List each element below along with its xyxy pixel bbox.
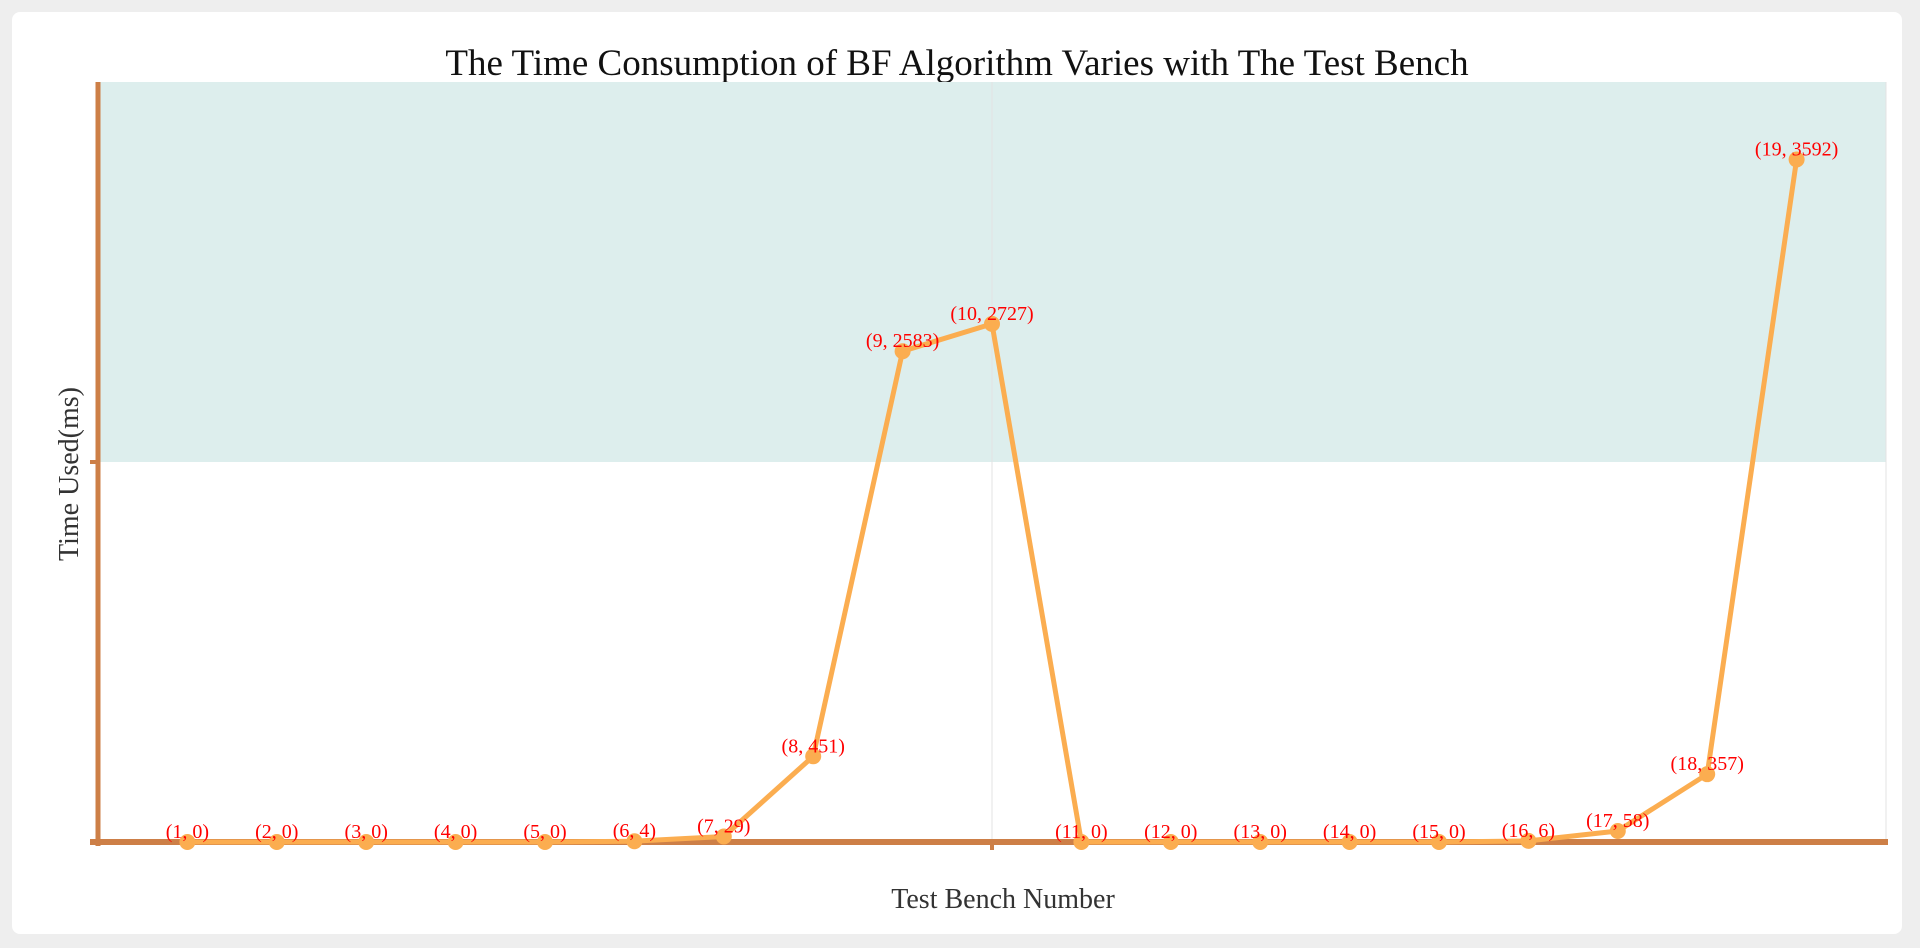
data-label: (2, 0) <box>255 821 298 843</box>
data-point <box>447 834 464 850</box>
data-label: (18, 357) <box>1671 753 1744 775</box>
data-label: (8, 451) <box>782 735 845 757</box>
data-label: (13, 0) <box>1234 821 1287 843</box>
data-label: (4, 0) <box>434 821 477 843</box>
data-label: (5, 0) <box>523 821 566 843</box>
data-point <box>537 834 553 850</box>
data-point <box>1520 832 1537 849</box>
data-point <box>1788 151 1805 168</box>
chart-title: The Time Consumption of BF Algorithm Var… <box>445 43 1469 84</box>
data-label: (14, 0) <box>1323 821 1376 843</box>
data-point <box>179 834 196 850</box>
data-label: (1, 0) <box>166 821 209 843</box>
data-point <box>1431 834 1447 850</box>
data-point <box>626 833 643 850</box>
data-point <box>715 828 732 845</box>
data-label: (19, 3592) <box>1755 139 1838 161</box>
data-label: (16, 6) <box>1502 820 1555 842</box>
data-label: (11, 0) <box>1055 821 1108 843</box>
data-point <box>1699 766 1716 783</box>
data-point <box>894 343 911 360</box>
data-label: (10, 2727) <box>950 303 1033 325</box>
data-point <box>1341 834 1358 850</box>
data-label: (7, 29) <box>697 815 750 837</box>
data-point <box>1162 834 1179 850</box>
data-label: (12, 0) <box>1144 821 1197 843</box>
x-axis-label: Test Bench Number <box>891 884 1115 915</box>
data-label: (6, 4) <box>613 820 656 842</box>
data-point <box>805 748 822 765</box>
data-point <box>984 315 1000 332</box>
data-label: (15, 0) <box>1412 821 1465 843</box>
data-point <box>1252 834 1269 850</box>
data-point <box>358 834 375 850</box>
data-label: (9, 2583) <box>866 330 939 352</box>
data-point <box>1609 822 1626 839</box>
data-label: (17, 58) <box>1586 810 1649 832</box>
data-label: (3, 0) <box>345 821 388 843</box>
data-point <box>268 834 285 850</box>
data-point <box>1073 834 1090 850</box>
